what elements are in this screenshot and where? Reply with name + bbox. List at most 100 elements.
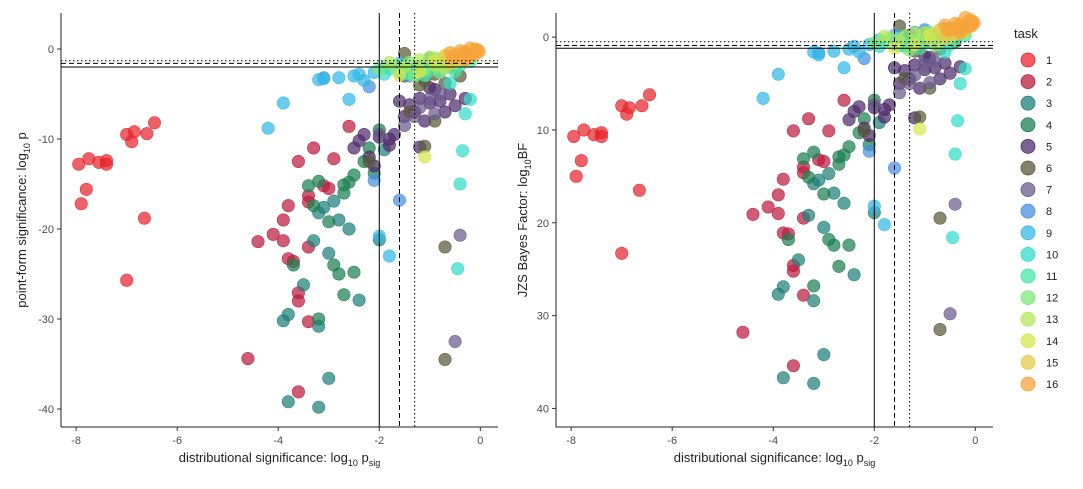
point-task-9: [837, 61, 851, 75]
point-task-6: [362, 155, 376, 169]
x-tick-label: -6: [172, 435, 182, 447]
point-task-9: [317, 72, 331, 86]
point-task-13: [382, 55, 396, 69]
point-task-10: [958, 62, 972, 76]
y-axis-label: JZS Bayes Factor: log10BF: [515, 143, 533, 298]
point-task-3: [281, 307, 295, 321]
x-tick-label: 0: [477, 435, 483, 447]
point-task-1: [140, 127, 154, 141]
legend-key-7: [1020, 182, 1036, 198]
point-task-3: [817, 348, 831, 362]
point-task-10: [463, 92, 477, 106]
point-task-3: [847, 268, 861, 282]
y-tick-label: 20: [537, 218, 549, 230]
legend-label-9: 9: [1046, 228, 1052, 240]
point-task-7: [923, 76, 937, 90]
scatter-points: [72, 41, 486, 414]
point-task-4: [842, 238, 856, 252]
legend-key-9: [1020, 225, 1036, 241]
point-task-2: [771, 188, 785, 202]
point-task-1: [127, 125, 141, 139]
point-task-9: [877, 218, 891, 232]
point-task-4: [337, 288, 351, 302]
legend-key-14: [1020, 333, 1036, 349]
point-task-1: [137, 211, 151, 225]
y-tick-label: 30: [537, 311, 549, 323]
legend-key-10: [1020, 246, 1036, 262]
legend-key-4: [1020, 117, 1036, 133]
legend-key-15: [1020, 354, 1036, 370]
point-task-10: [946, 231, 960, 245]
point-task-1: [622, 101, 636, 115]
point-task-13: [877, 29, 891, 43]
point-task-3: [776, 371, 790, 385]
point-task-3: [837, 196, 851, 210]
point-task-9: [812, 48, 826, 62]
point-task-4: [301, 179, 315, 193]
right-panel: -8 -6 -4 -2 0 0 10 20 30 40 distributional signifi…: [515, 11, 993, 468]
point-task-2: [276, 213, 290, 227]
point-task-3: [307, 234, 321, 248]
point-task-7: [433, 87, 447, 101]
point-task-4: [322, 215, 336, 229]
legend-key-16: [1020, 376, 1036, 392]
legend-key-13: [1020, 311, 1036, 327]
point-task-1: [632, 183, 646, 197]
legend-label-8: 8: [1046, 206, 1052, 218]
point-task-1: [635, 99, 649, 113]
y-tick-label: 0: [543, 32, 549, 44]
x-axis-label: distributional significance: log10 psig: [179, 450, 380, 468]
point-task-3: [776, 280, 790, 294]
point-task-9: [276, 96, 290, 110]
point-task-6: [933, 322, 947, 336]
point-task-4: [307, 199, 321, 213]
legend-label-3: 3: [1046, 98, 1052, 110]
point-task-3: [807, 376, 821, 390]
legend-label-4: 4: [1046, 120, 1052, 132]
y-tick-label: 40: [537, 403, 549, 415]
point-task-10: [948, 147, 962, 161]
legend-key-6: [1020, 160, 1036, 176]
point-task-1: [567, 130, 581, 144]
x-axis-label: distributional significance: log10 psig: [674, 450, 875, 468]
point-task-14: [413, 65, 427, 79]
point-task-10: [951, 114, 965, 128]
legend-key-12: [1020, 290, 1036, 306]
legend-key-11: [1020, 268, 1036, 284]
point-task-3: [327, 194, 341, 208]
x-tick-label: -4: [273, 435, 283, 447]
legend-label-12: 12: [1046, 293, 1058, 305]
point-task-3: [312, 400, 326, 414]
point-task-10: [456, 144, 470, 158]
point-task-10: [953, 77, 967, 91]
point-task-16: [940, 24, 954, 38]
legend-label-1: 1: [1046, 55, 1052, 67]
point-task-3: [817, 220, 831, 234]
point-task-5: [448, 99, 462, 113]
point-task-4: [312, 312, 326, 326]
legend-key-5: [1020, 138, 1036, 154]
point-task-2: [322, 182, 336, 196]
point-task-9: [342, 92, 356, 106]
legend-label-6: 6: [1046, 163, 1052, 175]
point-task-2: [276, 234, 290, 248]
legend-label-15: 15: [1046, 357, 1058, 369]
point-task-4: [347, 265, 361, 279]
point-task-2: [817, 155, 831, 169]
point-task-14: [913, 122, 927, 136]
point-task-2: [776, 172, 790, 186]
point-task-3: [342, 222, 356, 236]
point-task-1: [615, 246, 629, 260]
y-axis-label: point-form significance: log10 p: [14, 132, 32, 308]
point-task-4: [796, 152, 810, 166]
point-task-6: [913, 110, 927, 124]
point-task-16: [445, 51, 459, 65]
legend-label-13: 13: [1046, 314, 1058, 326]
point-task-1: [594, 130, 608, 144]
point-task-4: [827, 238, 841, 252]
point-task-9: [852, 45, 866, 59]
point-task-3: [296, 278, 310, 292]
point-task-2: [802, 112, 816, 126]
x-tick-label: -2: [869, 435, 879, 447]
